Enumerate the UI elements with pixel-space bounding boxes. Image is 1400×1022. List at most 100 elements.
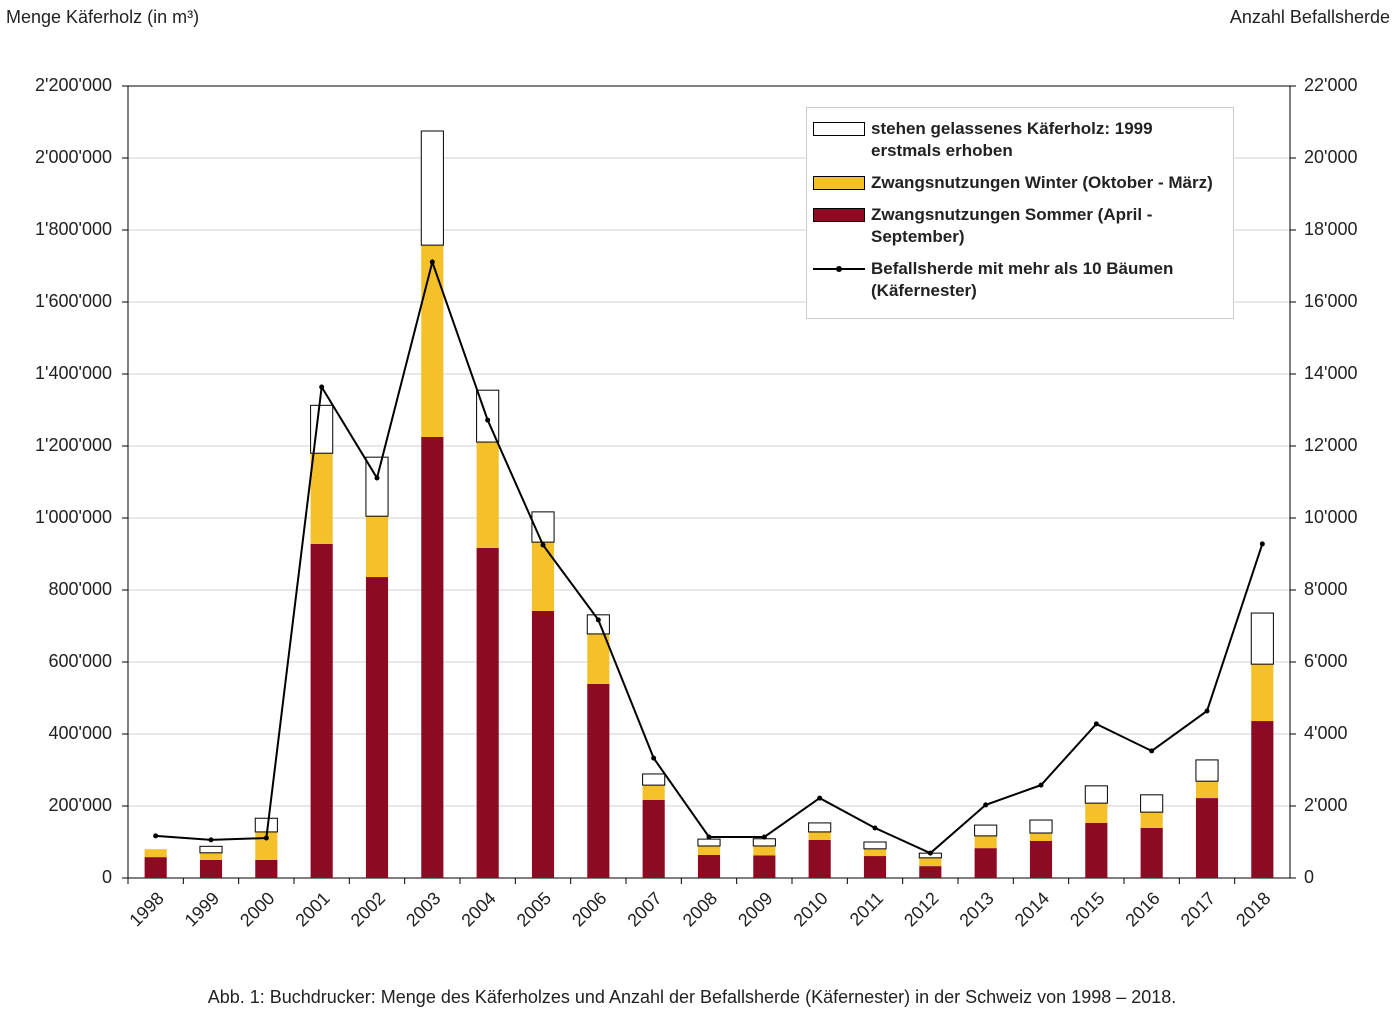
bar-segment <box>1251 721 1274 878</box>
bar-segment <box>1250 612 1274 665</box>
legend-swatch <box>813 258 865 280</box>
y-tick-label: 1'400'000 <box>35 363 112 383</box>
bar-segment <box>697 838 721 847</box>
y2-tick-label: 22'000 <box>1304 75 1358 95</box>
bar-segment <box>808 839 831 878</box>
bar-segment <box>1085 803 1108 823</box>
bar-segment <box>863 841 887 850</box>
line-point <box>1093 721 1099 727</box>
y-tick-label: 800'000 <box>48 579 112 599</box>
legend-swatch <box>813 118 865 140</box>
legend-item: Zwangsnutzungen Winter (Oktober - März) <box>813 172 1227 194</box>
bar-segment <box>421 245 444 437</box>
line-point <box>817 795 823 801</box>
x-tick-label: 1999 <box>181 888 223 930</box>
bar-segment <box>310 543 333 878</box>
bar-segment <box>1195 781 1219 799</box>
x-tick-label: 2006 <box>568 888 610 930</box>
line-point <box>429 259 435 265</box>
y-tick-label: 2'200'000 <box>35 75 112 95</box>
bar-segment <box>919 857 942 867</box>
line-point <box>540 542 546 548</box>
y2-axis-title: Anzahl Befallsherde <box>1230 7 1390 27</box>
bar-segment <box>808 831 831 840</box>
bar-segment <box>1195 798 1219 878</box>
bar-segment <box>1029 833 1053 841</box>
line-point <box>263 835 269 841</box>
bar-segment <box>531 610 555 878</box>
bar-segment <box>255 860 278 878</box>
y-tick-label: 1'600'000 <box>35 291 112 311</box>
line-point <box>706 834 712 840</box>
line-point <box>872 825 878 831</box>
bar-segment <box>587 633 610 684</box>
legend-label: Befallsherde mit mehr als 10 Bäumen (Käf… <box>871 259 1174 300</box>
bar-segment <box>697 845 721 855</box>
x-tick-label: 2016 <box>1121 888 1163 930</box>
line-point <box>485 417 491 423</box>
bar-segment <box>1085 822 1108 878</box>
bar-segment <box>1029 840 1053 878</box>
bar-segment <box>808 822 832 833</box>
bar-segment <box>199 852 223 860</box>
x-tick-label: 1998 <box>125 888 167 930</box>
x-tick-label: 2002 <box>347 888 389 930</box>
bar-segment <box>365 516 389 578</box>
bar-segment <box>1140 827 1163 878</box>
bar-segment <box>199 860 223 878</box>
bar-segment <box>1140 794 1164 813</box>
x-tick-label: 2017 <box>1177 888 1219 930</box>
x-tick-label: 2001 <box>291 888 333 930</box>
bar-segment <box>753 855 776 878</box>
bar-segment <box>476 547 499 878</box>
line-point <box>1038 782 1044 788</box>
x-tick-label: 2011 <box>846 888 888 930</box>
bar-segment <box>199 845 223 854</box>
x-tick-label: 2005 <box>513 888 555 930</box>
bar-segment <box>919 866 942 878</box>
line-point <box>1204 708 1210 714</box>
x-tick-label: 2000 <box>236 888 278 930</box>
line-point <box>651 755 657 761</box>
bar-segment <box>587 683 610 878</box>
bar-segment <box>863 856 887 878</box>
x-tick-label: 2009 <box>734 888 776 930</box>
bar-segment <box>310 404 334 454</box>
y-tick-label: 2'000'000 <box>35 147 112 167</box>
y-tick-label: 200'000 <box>48 795 112 815</box>
y2-tick-label: 20'000 <box>1304 147 1358 167</box>
bar-segment <box>144 849 167 858</box>
bar-segment <box>1195 759 1219 782</box>
bar-segment <box>1084 785 1108 804</box>
line-point <box>983 802 989 808</box>
y2-tick-label: 12'000 <box>1304 435 1358 455</box>
legend: stehen gelassenes Käferholz: 1999 erstma… <box>806 107 1234 319</box>
bar-segment <box>697 854 721 878</box>
x-tick-label: 2008 <box>679 888 721 930</box>
y-tick-label: 0 <box>102 867 112 887</box>
x-tick-label: 2018 <box>1232 888 1274 930</box>
bar-segment <box>420 130 444 246</box>
x-tick-label: 2004 <box>457 888 499 930</box>
legend-item: stehen gelassenes Käferholz: 1999 erstma… <box>813 118 1227 162</box>
y2-tick-label: 6'000 <box>1304 651 1347 671</box>
bar-segment <box>642 799 665 878</box>
x-tick-label: 2012 <box>900 888 942 930</box>
bar-segment <box>531 542 555 611</box>
x-tick-label: 2015 <box>1066 888 1108 930</box>
bar-segment <box>365 456 389 517</box>
y-tick-label: 600'000 <box>48 651 112 671</box>
bar-segment <box>752 838 776 847</box>
legend-swatch <box>813 204 865 226</box>
bar-segment <box>365 577 389 878</box>
line-point <box>319 384 325 390</box>
bar-segment <box>1251 664 1274 722</box>
line-point <box>927 850 933 856</box>
y2-tick-label: 8'000 <box>1304 579 1347 599</box>
y2-tick-label: 16'000 <box>1304 291 1358 311</box>
y2-tick-label: 2'000 <box>1304 795 1347 815</box>
y-tick-label: 400'000 <box>48 723 112 743</box>
line-point <box>1259 541 1265 547</box>
caption: Abb. 1: Buchdrucker: Menge des Käferholz… <box>208 987 1177 1007</box>
